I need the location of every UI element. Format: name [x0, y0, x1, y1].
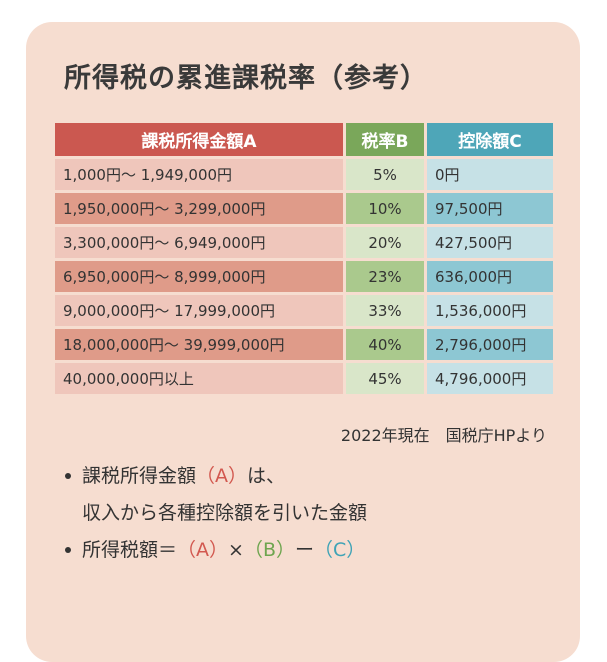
table-cell: 636,000円: [427, 261, 553, 292]
note: 課税所得金額（A）は、収入から各種控除額を引いた金額: [62, 458, 367, 532]
note-text: は、: [247, 465, 286, 487]
table-row: 1,000円～ 1,949,000円 5% 0円: [55, 159, 553, 190]
note: 所得税額＝（A）×（B）ー（C）: [62, 532, 367, 569]
note-text: ×: [228, 539, 244, 561]
table-cell: 3,300,000円～ 6,949,000円: [55, 227, 343, 258]
notes: 課税所得金額（A）は、 収入から各種控除額を引いた金額 所得税額＝（A）×（B）ー（…: [62, 458, 367, 569]
tax-table: 課税所得金額A 税率B 控除額C 1,000円～ 1,949,000円 5% 0円 1,95…: [52, 120, 556, 397]
table-cell: 0円: [427, 159, 553, 190]
table-cell: 1,536,000円: [427, 295, 553, 326]
title: 所得税の累進課税率（参考）: [64, 63, 428, 94]
header-cell: 控除額C: [427, 123, 553, 156]
note-text: 収入から各種控除額を引いた金額: [82, 502, 368, 524]
table-cell: 97,500円: [427, 193, 553, 224]
table-row: 1,950,000円～ 3,299,000円 10% 97,500円: [55, 193, 553, 224]
table-cell: 427,500円: [427, 227, 553, 258]
table-cell: 1,950,000円～ 3,299,000円: [55, 193, 343, 224]
table-cell: 45%: [346, 363, 424, 394]
table-cell: 40%: [346, 329, 424, 360]
note-line: 課税所得金額（A）は、: [82, 458, 367, 495]
table-cell: 10%: [346, 193, 424, 224]
table-cell: 33%: [346, 295, 424, 326]
header-cell: 税率B: [346, 123, 424, 156]
table-cell: 18,000,000円～ 39,999,000円: [55, 329, 343, 360]
bullet: [65, 547, 71, 553]
header-cell: 課税所得金額A: [55, 123, 343, 156]
table-row: 40,000,000円以上 45% 4,796,000円: [55, 363, 553, 394]
note-line: 収入から各種控除額を引いた金額: [82, 495, 367, 532]
note-text: （C）: [314, 539, 366, 561]
note-text: （A）: [177, 539, 229, 561]
table-row: 6,950,000円～ 8,999,000円 23% 636,000円: [55, 261, 553, 292]
table-cell: 4,796,000円: [427, 363, 553, 394]
page: 所得税の累進課税率（参考） 課税所得金額A 税率B 控除額C 1,000円～ 1,94…: [26, 22, 580, 662]
table-cell: 40,000,000円以上: [55, 363, 343, 394]
table-cell: 2,796,000円: [427, 329, 553, 360]
note-text: 所得税額＝: [82, 539, 178, 561]
bullet: [65, 473, 71, 479]
table-row: 18,000,000円～ 39,999,000円 40% 2,796,000円: [55, 329, 553, 360]
note-text: （A）: [196, 465, 248, 487]
table-cell: 23%: [346, 261, 424, 292]
note-text: 課税所得金額: [82, 465, 197, 487]
table-cell: 9,000,000円～ 17,999,000円: [55, 295, 343, 326]
table-cell: 1,000円～ 1,949,000円: [55, 159, 343, 190]
table-cell: 6,950,000円～ 8,999,000円: [55, 261, 343, 292]
table-row: 9,000,000円～ 17,999,000円 33% 1,536,000円: [55, 295, 553, 326]
table-row: 3,300,000円～ 6,949,000円 20% 427,500円: [55, 227, 553, 258]
note-line: 所得税額＝（A）×（B）ー（C）: [82, 532, 367, 569]
header-row: 課税所得金額A 税率B 控除額C: [55, 123, 553, 156]
note-text: （B）: [243, 539, 295, 561]
note-text: ー: [294, 539, 314, 561]
table-cell: 5%: [346, 159, 424, 190]
table-cell: 20%: [346, 227, 424, 258]
source: 2022年現在 国税庁HPより: [340, 426, 547, 445]
